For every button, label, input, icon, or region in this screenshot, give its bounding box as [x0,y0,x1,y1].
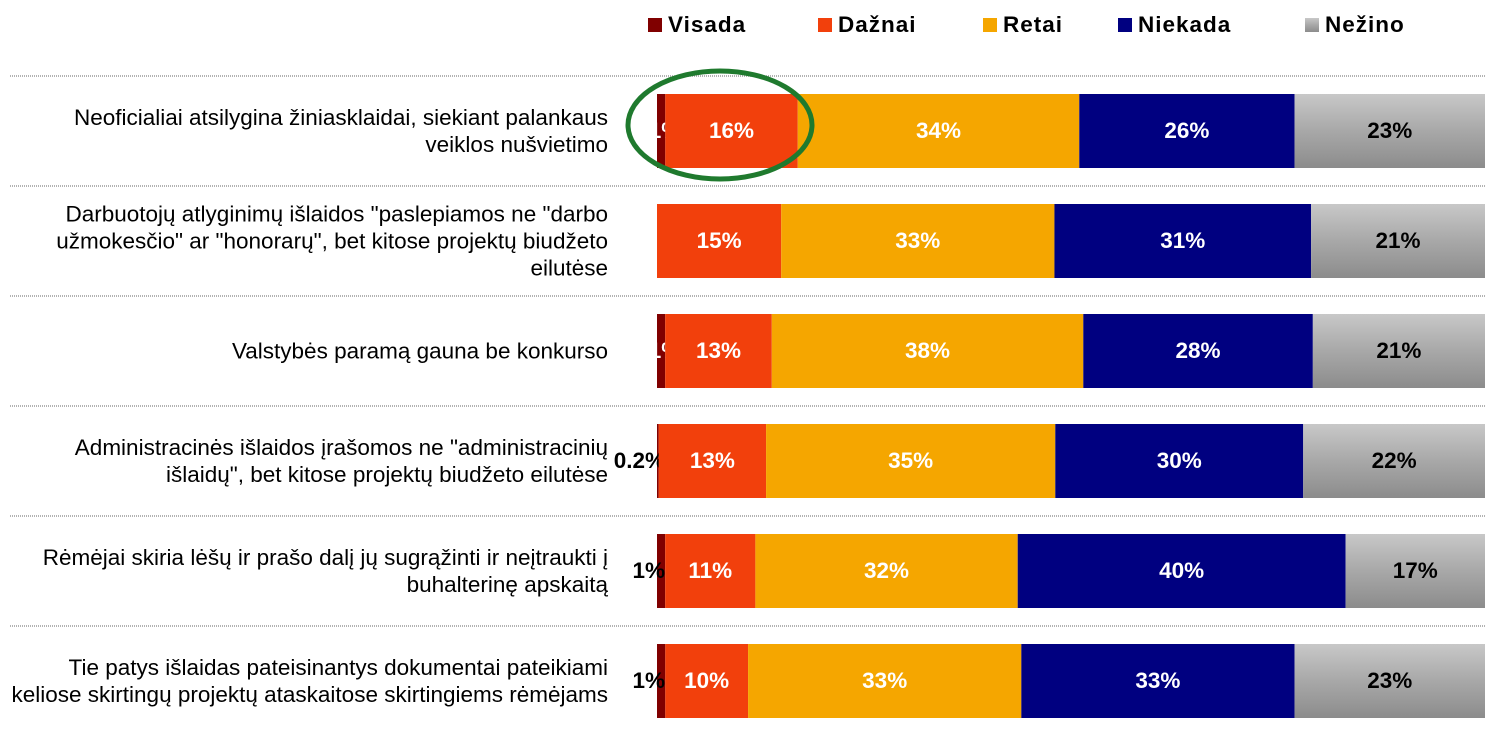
legend-label: Visada [668,12,746,37]
data-label: 1% [632,558,665,583]
bar-segment [1079,94,1295,168]
category-label: Valstybės paramą gauna be konkurso [231,338,608,364]
bar-segment [781,204,1055,278]
bar-segment [665,644,749,718]
data-label: 10% [684,668,729,693]
category-label: Tie patys išlaidas pateisinantys dokumen… [11,655,608,707]
legend: Visada Dažnai Retai Niekada Nežino [648,12,1405,37]
data-label: 16% [709,118,754,143]
data-label: 38% [905,338,950,363]
bar-segment [1055,424,1304,498]
bar-segment [1083,314,1313,388]
legend-swatch [818,18,832,32]
bar-segment [1054,204,1312,278]
data-label: 17% [1393,558,1438,583]
data-label: 23% [1367,668,1412,693]
data-label: 34% [916,118,961,143]
bar-segment [748,644,1022,718]
data-label: 0.2% [614,448,665,473]
data-label: 1% [632,668,665,693]
data-label: 33% [1135,668,1180,693]
category-label: Administracinės išlaidos įrašomos ne "ad… [74,435,608,487]
bars: 1% 16% 34% 26% 23% 15% 33% 31% 21% 1% 13% 38% 28% 21%… [614,94,1485,718]
bar-segment [771,314,1084,388]
bar-segment [657,94,666,168]
data-label: 30% [1157,448,1202,473]
highlight-ellipse [625,68,815,182]
bar-segment [797,94,1080,168]
bar-segment [755,534,1018,608]
bar-segment [1017,534,1346,608]
data-label: 21% [1376,228,1421,253]
data-label: 26% [1164,118,1209,143]
data-label: 13% [690,448,735,473]
legend-label: Niekada [1138,12,1231,37]
data-label: 28% [1176,338,1221,363]
data-label: 23% [1367,118,1412,143]
bar-segment [1021,644,1295,718]
bar-segment [657,644,666,718]
data-label: 35% [888,448,933,473]
bar-segment [1294,644,1485,718]
bar-segment [1312,314,1485,388]
data-label: 31% [1160,228,1205,253]
bar-segment [665,314,772,388]
bar-segment [657,424,659,498]
data-label: 11% [688,558,732,583]
bar-segment [657,204,782,278]
data-label: 21% [1376,338,1421,363]
bar-segment [766,424,1056,498]
bar-segment [1303,424,1485,498]
category-label: Neoficialiai atsilygina žiniasklaidai, s… [73,105,608,157]
bar-segment [1311,204,1485,278]
legend-label: Nežino [1325,12,1405,37]
bar-segment [665,94,798,168]
data-label: 33% [895,228,940,253]
bar-segment [657,534,666,608]
bar-segment [1294,94,1485,168]
legend-label: Dažnai [838,12,917,37]
bar-segment [1345,534,1485,608]
data-label: 15% [697,228,742,253]
legend-label: Retai [1003,12,1063,37]
data-label: 32% [864,558,909,583]
bar-segment [657,314,666,388]
category-label: Rėmėjai skiria lėšų ir prašo dalį jų sug… [42,545,608,597]
legend-swatch [983,18,997,32]
data-label: 33% [862,668,907,693]
category-label: Darbuotojų atlyginimų išlaidos "paslepia… [56,201,608,281]
legend-swatch [648,18,662,32]
bar-segment [658,424,767,498]
data-label: 13% [696,338,741,363]
bar-segment [665,534,756,608]
legend-swatch [1305,18,1319,32]
data-label: 22% [1372,448,1417,473]
data-label: 40% [1159,558,1204,583]
legend-swatch [1118,18,1132,32]
